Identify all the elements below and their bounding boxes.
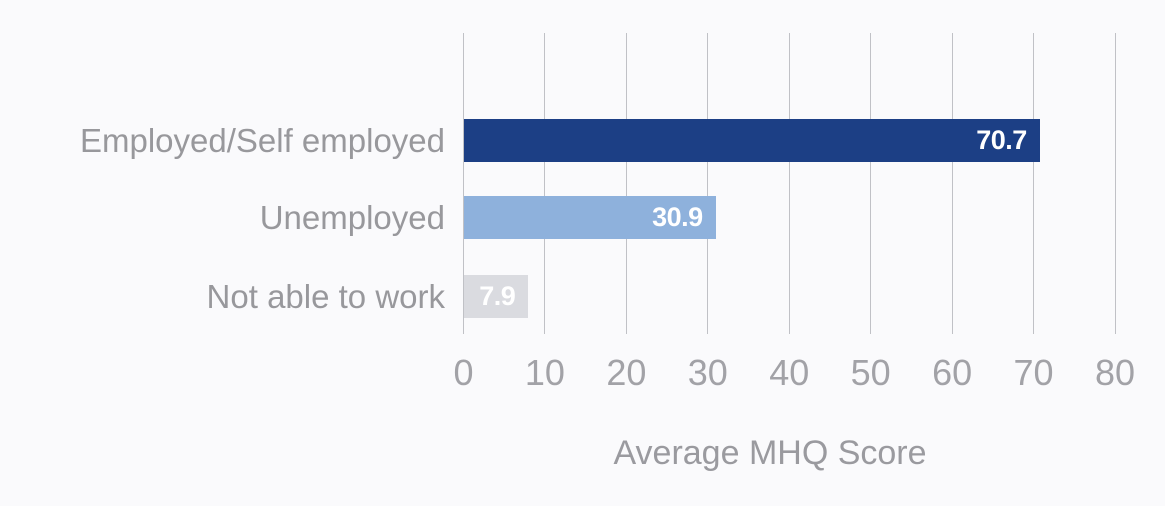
bar-employed-self-employed: 70.7 [464, 119, 1040, 162]
x-tick-30: 30 [687, 352, 728, 393]
gridline-50 [870, 33, 872, 334]
gridline-10 [544, 33, 546, 334]
bar-value-label: 70.7 [976, 125, 1027, 155]
category-label-unemployed: Unemployed [259, 198, 445, 236]
category-label-employed-self-employed: Employed/Self employed [79, 121, 445, 159]
x-tick-60: 60 [932, 352, 973, 393]
x-tick-40: 40 [769, 352, 810, 393]
x-tick-10: 10 [524, 352, 565, 393]
gridline-0 [463, 33, 464, 334]
x-tick-0: 0 [453, 352, 474, 393]
bar-value-label: 7.9 [479, 281, 516, 311]
gridline-40 [788, 33, 790, 334]
category-label-not-able-to-work: Not able to work [206, 277, 445, 315]
gridline-30 [707, 33, 709, 334]
x-tick-50: 50 [850, 352, 891, 393]
gridline-20 [625, 33, 627, 334]
x-axis-label: Average MHQ Score [613, 434, 927, 472]
x-tick-70: 70 [1013, 352, 1054, 393]
x-tick-20: 20 [606, 352, 647, 393]
x-tick-80: 80 [1094, 352, 1136, 393]
bar-unemployed: 30.9 [464, 196, 716, 239]
bar-not-able-to-work: 7.9 [464, 275, 529, 318]
gridline-70 [1033, 33, 1035, 334]
bar-value-label: 30.9 [652, 202, 703, 232]
gridline-80 [1114, 33, 1116, 334]
gridline-60 [951, 33, 953, 334]
